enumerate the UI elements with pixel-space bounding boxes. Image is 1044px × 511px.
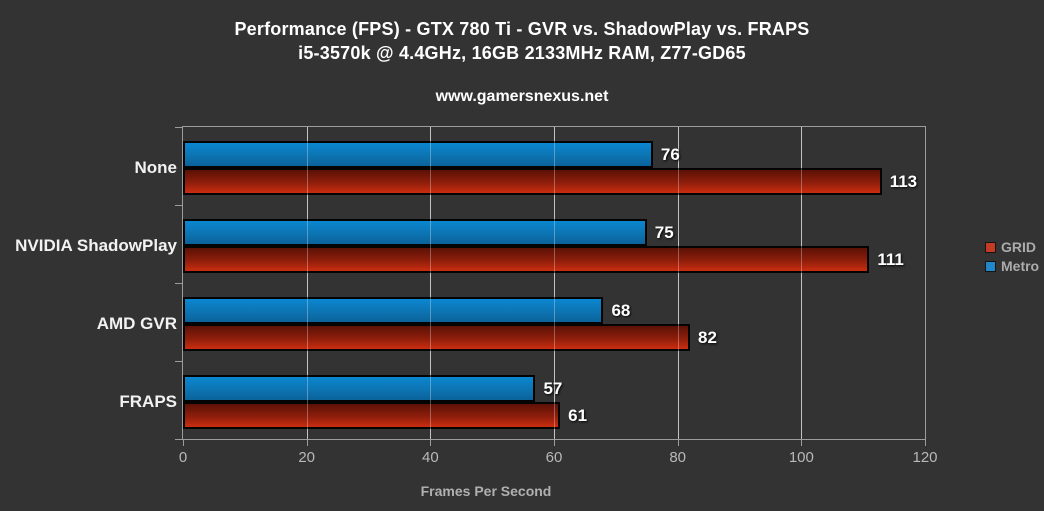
value-label-metro-none: 76 — [660, 145, 680, 164]
legend-swatch-metro — [985, 260, 996, 272]
value-label-grid-fraps: 61 — [568, 406, 588, 425]
gridline — [554, 127, 555, 439]
x-tick-label: 100 — [788, 449, 814, 466]
x-tick-label: 60 — [545, 449, 563, 466]
x-tick-label: 20 — [298, 449, 315, 466]
category-label-none: None — [134, 158, 178, 177]
y-tick — [175, 361, 182, 362]
plot-area: 76 113 75 111 68 82 57 61 — [182, 126, 926, 440]
x-axis-title: Frames Per Second — [420, 483, 552, 499]
gridline — [430, 127, 432, 439]
category-label-amd-gvr: AMD GVR — [96, 314, 177, 333]
x-tick-label: 40 — [421, 449, 439, 466]
bar-metro-fraps — [183, 375, 536, 402]
x-tick-label: 80 — [669, 449, 686, 466]
legend-label-grid: GRID — [1001, 239, 1036, 255]
legend-item-grid: GRID — [985, 240, 1039, 254]
legend-swatch-grid — [985, 241, 996, 253]
x-tick — [430, 440, 432, 446]
bar-metro-none — [183, 141, 653, 168]
value-label-metro-amd-gvr: 68 — [611, 301, 631, 320]
x-tick — [801, 440, 803, 446]
chart-title: Performance (FPS) - GTX 780 Ti - GVR vs.… — [234, 19, 810, 39]
y-tick — [175, 283, 182, 284]
x-tick — [183, 440, 184, 446]
category-label-nvidia-shadowplay: NVIDIA ShadowPlay — [15, 236, 177, 255]
x-tick — [306, 440, 308, 446]
gridline — [306, 127, 308, 439]
value-label-metro-nvidia-shadowplay: 75 — [654, 223, 674, 242]
x-tick-label: 0 — [178, 449, 188, 466]
website-watermark: www.gamersnexus.net — [435, 88, 609, 105]
value-label-metro-fraps: 57 — [543, 379, 563, 398]
category-label-fraps: FRAPS — [119, 392, 177, 411]
x-tick — [925, 440, 926, 446]
value-label-grid-none: 113 — [889, 172, 918, 191]
bar-metro-nvidia-shadowplay — [183, 219, 647, 246]
x-tick-label: 120 — [912, 449, 938, 466]
y-tick — [175, 205, 182, 206]
bar-grid-nvidia-shadowplay — [183, 246, 870, 273]
y-tick — [175, 439, 182, 440]
bar-grid-fraps — [183, 402, 561, 429]
legend-label-metro: Metro — [1001, 258, 1040, 274]
legend-item-metro: Metro — [985, 259, 1039, 273]
value-label-grid-amd-gvr: 82 — [698, 328, 717, 347]
x-tick — [554, 440, 555, 446]
bar-metro-amd-gvr — [183, 297, 604, 324]
gridline — [801, 127, 803, 439]
value-label-grid-nvidia-shadowplay: 111 — [877, 250, 904, 269]
y-tick — [175, 127, 182, 128]
bar-grid-amd-gvr — [183, 324, 691, 351]
bar-grid-none — [183, 168, 882, 195]
legend: GRID Metro — [985, 240, 1039, 278]
x-tick — [677, 440, 679, 446]
chart-subtitle: i5-3570k @ 4.4GHz, 16GB 2133MHz RAM, Z77… — [298, 43, 746, 63]
gridline — [677, 127, 679, 439]
